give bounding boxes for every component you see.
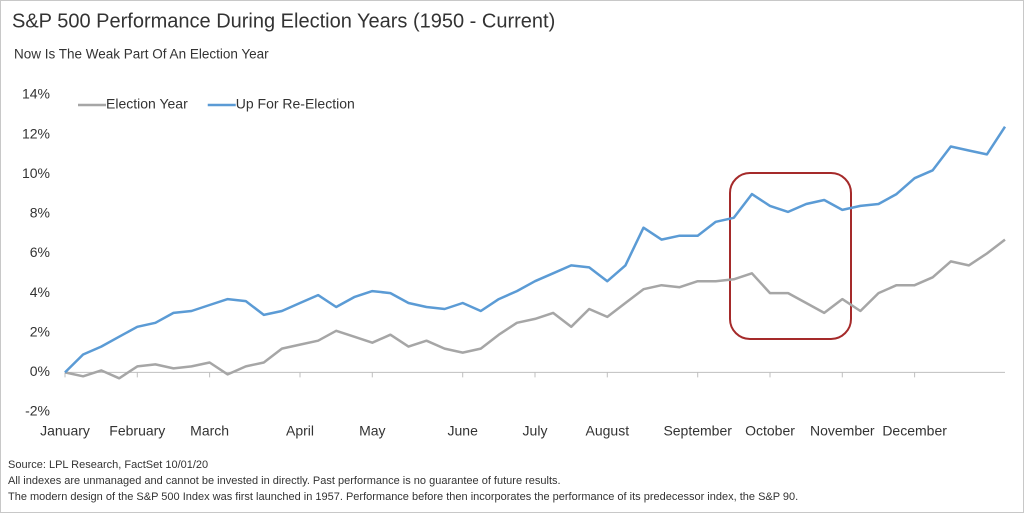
x-tick-label: August [586, 423, 630, 439]
y-tick-label: 12% [22, 125, 50, 141]
chart-subtitle: Now Is The Weak Part Of An Election Year [14, 47, 269, 62]
methodology-note: The modern design of the S&P 500 Index w… [8, 491, 798, 503]
y-tick-label: 14% [22, 86, 50, 102]
y-tick-label: 10% [22, 165, 50, 181]
highlight-box [729, 172, 852, 340]
y-tick-label: 0% [30, 363, 50, 379]
x-tick-label: September [663, 423, 732, 439]
chart-title: S&P 500 Performance During Election Year… [12, 10, 555, 32]
source-note: Source: LPL Research, FactSet 10/01/20 [8, 459, 208, 471]
series-line [64, 126, 1007, 374]
series-line [64, 238, 1006, 380]
x-tick-label: October [745, 423, 795, 439]
x-tick-label: June [448, 423, 479, 439]
x-tick-label: February [109, 423, 165, 439]
x-tick-label: March [190, 423, 229, 439]
x-tick-label: December [882, 423, 947, 439]
x-tick-label: January [40, 423, 90, 439]
y-tick-label: 8% [30, 205, 50, 221]
disclaimer-note: All indexes are unmanaged and cannot be … [8, 475, 561, 487]
y-tick-label: -2% [25, 403, 50, 419]
x-tick-label: July [523, 423, 548, 439]
y-tick-label: 2% [30, 323, 50, 339]
y-tick-label: 4% [30, 284, 50, 300]
legend-label: Election Year [106, 96, 188, 112]
legend-label: Up For Re-Election [236, 96, 355, 112]
x-tick-label: April [286, 423, 314, 439]
y-tick-label: 6% [30, 244, 50, 260]
x-tick-label: May [359, 423, 385, 439]
x-tick-label: November [810, 423, 875, 439]
